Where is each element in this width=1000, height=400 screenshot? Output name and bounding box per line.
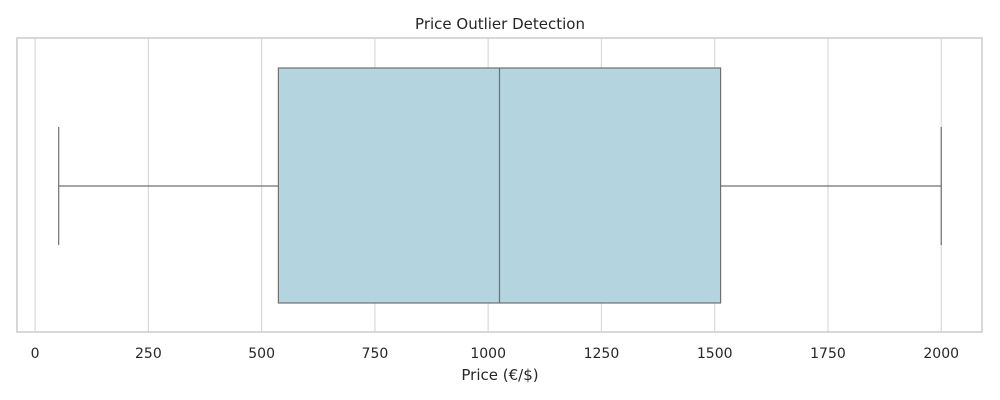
- x-tick-label: 750: [362, 346, 389, 362]
- x-tick-label: 250: [135, 346, 162, 362]
- box-plot: [58, 67, 942, 304]
- chart-title: Price Outlier Detection: [415, 15, 585, 33]
- x-tick-label: 500: [248, 346, 275, 362]
- x-tick-labels: 0 250 500 750 1000 1250 1500 1750 2000: [31, 346, 959, 362]
- x-tick-label: 1750: [810, 346, 846, 362]
- plot-frame: [16, 37, 983, 333]
- x-tick-label: 1000: [470, 346, 506, 362]
- x-tick-label: 0: [31, 346, 40, 362]
- x-axis-label: Price (€/$): [461, 366, 538, 384]
- x-tick-label: 1250: [584, 346, 620, 362]
- x-tick-label: 1500: [697, 346, 733, 362]
- x-tick-label: 2000: [923, 346, 959, 362]
